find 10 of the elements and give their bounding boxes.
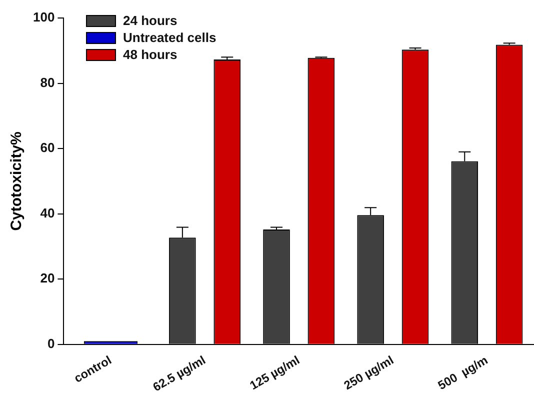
- y-tick-label: 40: [40, 205, 55, 220]
- y-axis-title: Cytotoxicity%: [8, 132, 26, 231]
- y-tick-label: 100: [32, 10, 55, 25]
- legend-label: 48 hours: [123, 47, 178, 62]
- y-tick-label: 60: [40, 140, 55, 156]
- y-tick-label: 80: [40, 74, 55, 90]
- y-tick-label: 0: [47, 336, 55, 351]
- y-tick-label: 20: [40, 270, 55, 286]
- legend-label: Untreated cells: [123, 30, 216, 45]
- legend-label: 24 hours: [123, 13, 178, 28]
